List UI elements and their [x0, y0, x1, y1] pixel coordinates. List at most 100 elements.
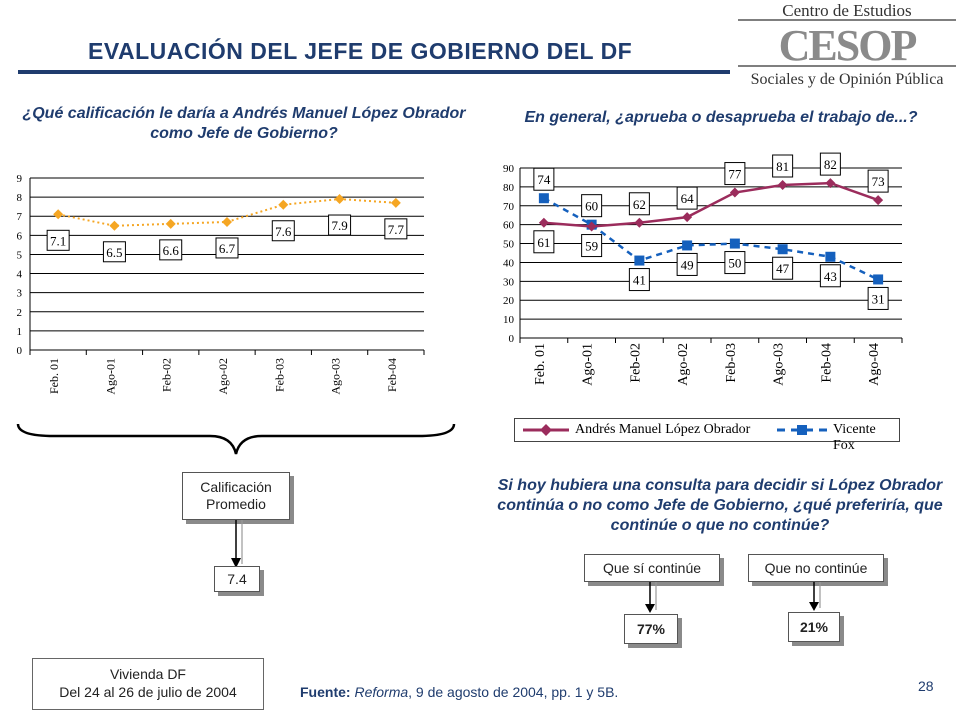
avg-rating-value: 7.4: [227, 570, 247, 587]
x-tick-label: Ago-01: [581, 343, 596, 386]
amlo-point: [777, 180, 788, 190]
rating-point: [334, 194, 345, 205]
title-rule: [18, 70, 730, 74]
amlo-data-label-box: [819, 152, 841, 176]
amlo-point: [873, 195, 884, 206]
avg-rating-label: Calificación Promedio: [200, 479, 272, 512]
y-tick-label: 80: [503, 182, 515, 194]
fox-point: [538, 193, 549, 204]
amlo-data-label: 82: [824, 157, 837, 172]
fox-data-label: 41: [633, 273, 646, 288]
avg-arrow: [231, 520, 243, 568]
y-tick-label: 7: [17, 211, 23, 223]
data-label-box: [102, 241, 126, 263]
amlo-point: [729, 187, 740, 198]
survey-line2: Del 24 al 26 de julio de 2004: [59, 684, 237, 700]
amlo-point: [825, 178, 836, 189]
y-tick-label: 40: [503, 257, 515, 269]
source-label: Fuente:: [300, 684, 351, 700]
x-tick-label: Feb-03: [724, 343, 739, 383]
fox-data-label-box: [676, 252, 698, 276]
amlo-data-label-box: [533, 230, 555, 254]
fox-data-label: 74: [537, 172, 551, 187]
rating-point: [53, 209, 64, 220]
data-label-box: [328, 214, 352, 236]
fox-data-label-box: [724, 251, 746, 275]
rating-point: [222, 216, 232, 227]
y-tick-label: 70: [503, 201, 515, 213]
fox-data-label: 47: [776, 261, 790, 276]
amlo-data-label: 73: [872, 174, 885, 189]
amlo-point: [586, 221, 597, 232]
data-label: 7.9: [331, 218, 347, 233]
question-rating: ¿Qué calificación le daría a Andrés Manu…: [22, 105, 466, 142]
x-tick-label: Ago-02: [216, 358, 230, 395]
fox-point: [825, 251, 836, 262]
y-tick-label: 10: [503, 314, 515, 326]
fox-data-label-box: [533, 167, 555, 191]
y-tick-label: 0: [509, 333, 515, 345]
data-label-box: [215, 237, 239, 259]
legend-amlo: Andrés Manuel López Obrador: [575, 422, 751, 437]
avg-rating-value-box: 7.4: [214, 566, 260, 592]
amlo-data-label: 62: [633, 197, 646, 212]
logo-line1: Centro de Estudios: [782, 1, 911, 20]
amlo-point: [634, 217, 645, 228]
source-note: Fuente: Reforma, 9 de agosto de 2004, pp…: [300, 684, 618, 700]
no-continue-label-box: Que no continúe: [748, 554, 884, 582]
y-tick-label: 4: [17, 269, 23, 281]
yes-continue-label-box: Que sí continúe: [584, 554, 720, 582]
approval-legend: Andrés Manuel López Obrador Vicente Fox: [514, 418, 900, 453]
y-tick-label: 2: [17, 307, 23, 319]
y-tick-label: 30: [503, 276, 515, 288]
amlo-data-label-box: [724, 162, 746, 186]
fox-data-label: 49: [681, 257, 694, 272]
question-continue: Si hoy hubiera una consulta para decidir…: [497, 477, 943, 534]
x-tick-label: Feb-04: [385, 358, 399, 392]
y-tick-label: 3: [17, 288, 23, 300]
rating-point: [278, 199, 289, 210]
logo-mark: CESOP: [779, 21, 917, 70]
amlo-data-label-box: [772, 154, 794, 178]
y-tick-label: 8: [17, 192, 23, 204]
fox-point: [682, 240, 693, 251]
fox-data-label-box: [581, 194, 603, 218]
data-label: 7.1: [50, 233, 66, 248]
fox-point: [634, 255, 645, 266]
data-label: 6.5: [106, 245, 122, 260]
y-tick-label: 6: [17, 230, 23, 242]
fox-point: [729, 238, 740, 249]
avg-rating-label-box: Calificación Promedio: [182, 472, 290, 520]
amlo-data-label-box: [676, 186, 698, 210]
no-continue-label: Que no continúe: [764, 559, 868, 576]
question-approval: En general, ¿aprueba o desaprueba el tra…: [524, 109, 918, 126]
rating-point: [390, 197, 401, 208]
no-arrow: [809, 582, 821, 611]
y-tick-label: 60: [503, 220, 515, 232]
y-tick-label: 0: [17, 345, 23, 357]
approval-chart-plot: 0 10 20 30 40 50 60 70 80 90 Feb. 01 Ago-01 Feb-02 Ag…: [503, 152, 903, 386]
rating-chart: 0 1 2 3 4 5 6 7 8 9 Feb. 01 Ago-01 Feb-02 Ago-02 Feb-0…: [17, 173, 425, 395]
x-tick-label: Ago-03: [772, 343, 787, 386]
amlo-point: [682, 212, 693, 223]
fox-data-label: 31: [872, 291, 885, 306]
y-tick-label: 9: [17, 173, 23, 185]
source-details: , 9 de agosto de 2004, pp. 1 y 5B.: [408, 684, 619, 700]
page-title: EVALUACIÓN DEL JEFE DE GOBIERNO DEL DF: [88, 38, 633, 64]
x-tick-label: Feb. 01: [533, 343, 548, 385]
fox-data-label: 50: [728, 256, 741, 271]
y-tick-label: 90: [503, 163, 515, 175]
yes-arrow: [645, 582, 657, 613]
fox-point: [777, 244, 788, 255]
yes-continue-value: 77%: [636, 620, 666, 637]
fox-point: [873, 274, 884, 285]
approval-chart: 0 10 20 30 40 50 60 70 80 90 Feb. 01 Ago-01 Feb-02 Ag…: [503, 152, 903, 386]
x-tick-label: Feb-02: [628, 343, 643, 383]
logo-line2: Sociales y de Opinión Pública: [751, 71, 944, 88]
amlo-data-label-box: [628, 192, 650, 216]
no-continue-value-box: 21%: [788, 612, 840, 642]
data-label: 7.7: [388, 222, 405, 237]
survey-info: Vivienda DF Del 24 al 26 de julio de 200…: [32, 658, 264, 710]
amlo-data-label: 64: [681, 191, 695, 206]
amlo-data-label-box: [867, 169, 889, 193]
